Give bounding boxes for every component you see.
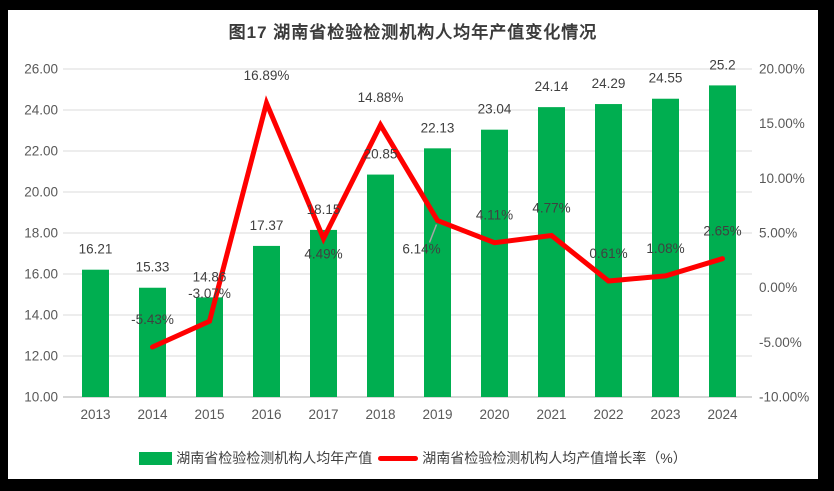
bar-2022 — [595, 104, 622, 398]
right-axis-tick-label: 10.00% — [759, 171, 805, 186]
chart-legend: 湖南省检验检测机构人均年产值 湖南省检验检测机构人均产值增长率（%） — [8, 447, 818, 469]
x-axis-label: 2016 — [251, 407, 281, 422]
growth-rate-label: 4.49% — [304, 247, 342, 262]
x-axis-label: 2019 — [422, 407, 452, 422]
right-axis-tick-label: 15.00% — [759, 116, 805, 131]
bar-2020 — [481, 129, 508, 397]
bar-value-label: 25.2 — [709, 57, 735, 72]
bar-2016 — [253, 245, 280, 397]
x-axis-labels: 2013 2014 2015 2016 2017 2018 2019 2020 2021 2022… — [80, 407, 738, 422]
right-axis-ticks: 20.00% 15.00% 10.00% 5.00% 0.00% -5.00% -10.00… — [759, 62, 809, 405]
growth-rate-label: 1.08% — [646, 241, 684, 256]
right-axis-tick-label: 0.00% — [759, 280, 797, 295]
growth-rate-label: 4.11% — [476, 208, 513, 223]
legend-item-line-series: 湖南省检验检测机构人均产值增长率（%） — [378, 448, 687, 468]
bar-value-label: 24.29 — [592, 76, 626, 91]
x-axis-label: 2024 — [707, 407, 738, 422]
line-series-swatch-icon — [378, 455, 419, 461]
bar-series — [82, 85, 736, 398]
bar-value-label: 22.13 — [421, 120, 455, 135]
right-axis-tick-label: -10.00% — [759, 390, 809, 405]
bar-value-label: 24.55 — [649, 71, 683, 86]
label-leader-line — [428, 224, 438, 243]
left-axis-tick-label: 18.00 — [24, 226, 58, 241]
left-axis-tick-label: 10.00 — [24, 390, 58, 405]
x-axis-label: 2014 — [137, 407, 168, 422]
legend-label-bar-series: 湖南省检验检测机构人均年产值 — [176, 450, 373, 466]
bar-value-label: 18.15 — [307, 202, 341, 217]
chart-panel: 图17 湖南省检验检测机构人均年产值变化情况 26.00 24.00 22.00 20… — [8, 10, 818, 479]
bar-2018 — [367, 174, 394, 397]
right-axis-tick-label: 5.00% — [759, 226, 797, 241]
legend-label-line-series: 湖南省检验检测机构人均产值增长率（%） — [422, 450, 687, 466]
x-axis-label: 2017 — [308, 407, 338, 422]
growth-rate-label: 14.88% — [358, 90, 404, 105]
bar-2021 — [538, 107, 565, 397]
bar-value-labels: 16.21 15.33 14.86 17.37 18.15 20.85 22.13 23.04… — [79, 57, 736, 284]
left-axis-tick-label: 24.00 — [24, 103, 58, 118]
line-series — [150, 95, 725, 350]
growth-rate-label: 2.65% — [703, 224, 741, 239]
gridlines — [63, 68, 752, 398]
left-axis-tick-label: 14.00 — [24, 308, 58, 323]
x-axis-label: 2015 — [194, 407, 224, 422]
left-axis-tick-label: 20.00 — [24, 185, 58, 200]
growth-rate-label: 6.14% — [402, 242, 440, 257]
bar-value-label: 14.86 — [193, 269, 227, 284]
left-axis-ticks: 26.00 24.00 22.00 20.00 18.00 16.00 14.00 12.00… — [24, 62, 58, 405]
bar-value-label: 15.33 — [136, 260, 170, 275]
left-axis-tick-label: 26.00 — [24, 62, 58, 77]
x-axis-label: 2020 — [479, 407, 509, 422]
bar-2024 — [709, 85, 736, 398]
bar-value-label: 24.14 — [535, 79, 569, 94]
bar-2017 — [310, 229, 337, 397]
bar-2013 — [82, 269, 109, 397]
bar-series-swatch-icon — [139, 451, 173, 465]
bar-value-label: 16.21 — [79, 242, 113, 257]
bar-value-label: 20.85 — [364, 147, 398, 162]
line-value-labels: -5.43% -3.07% 16.89% 4.49% 14.88% 6.14% 4.11% 4… — [131, 68, 742, 327]
x-axis-label: 2022 — [593, 407, 623, 422]
growth-rate-label: 0.61% — [589, 246, 627, 261]
x-axis-label: 2021 — [536, 407, 566, 422]
growth-rate-label: 4.77% — [532, 201, 570, 216]
x-axis-label: 2023 — [650, 407, 680, 422]
growth-rate-label: -5.43% — [131, 312, 174, 327]
x-axis-label: 2018 — [365, 407, 395, 422]
bar-2019 — [424, 148, 451, 397]
bar-value-label: 23.04 — [478, 102, 512, 117]
left-axis-tick-label: 22.00 — [24, 144, 58, 159]
right-axis-tick-label: -5.00% — [759, 335, 802, 350]
growth-rate-label: 16.89% — [244, 68, 290, 83]
chart-title: 图17 湖南省检验检测机构人均年产值变化情况 — [228, 23, 598, 42]
bar-value-label: 17.37 — [250, 218, 284, 233]
right-axis-tick-label: 20.00% — [759, 62, 805, 77]
chart-plot-area: 26.00 24.00 22.00 20.00 18.00 16.00 14.00 12.00… — [24, 57, 809, 422]
x-axis-label: 2013 — [80, 407, 110, 422]
growth-rate-label: -3.07% — [188, 286, 231, 301]
bar-2023 — [652, 98, 679, 397]
left-axis-tick-label: 16.00 — [24, 267, 58, 282]
legend-item-bar-series: 湖南省检验检测机构人均年产值 — [139, 448, 372, 468]
left-axis-tick-label: 12.00 — [24, 349, 58, 364]
